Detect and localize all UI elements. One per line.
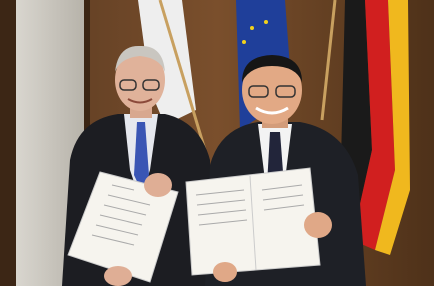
page: Signing photo {} html, body { margin: 0;…: [0, 0, 434, 290]
right-man-hand: [213, 262, 237, 282]
left-man-hand: [144, 173, 172, 197]
left-man-hand: [104, 266, 132, 286]
wood-edge: [0, 0, 16, 286]
photo: [0, 0, 434, 290]
eu-star: [264, 20, 268, 24]
eu-star: [250, 26, 254, 30]
eu-star: [242, 40, 246, 44]
page-body: [0, 0, 434, 290]
photo-border: [0, 286, 434, 290]
right-man-hand: [304, 212, 332, 238]
